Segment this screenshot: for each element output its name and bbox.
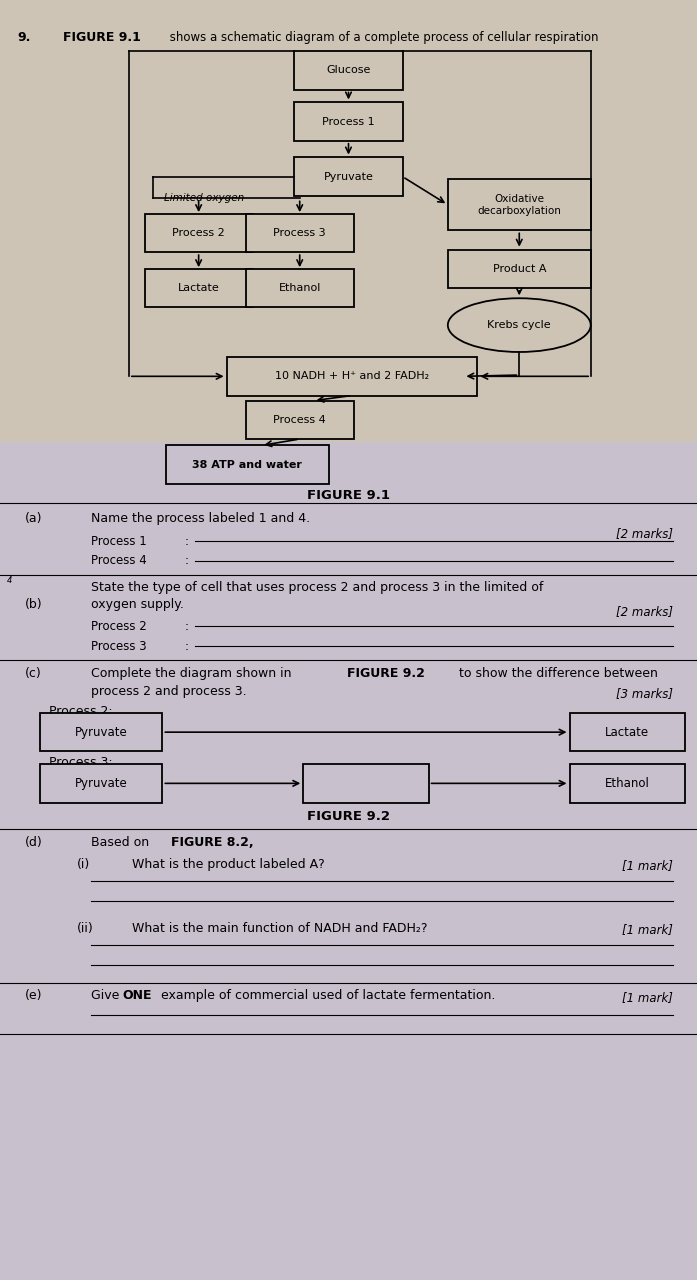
Text: ONE: ONE bbox=[122, 989, 151, 1002]
Text: Product A: Product A bbox=[493, 264, 546, 274]
Text: Process 4: Process 4 bbox=[273, 415, 326, 425]
FancyBboxPatch shape bbox=[246, 401, 353, 439]
Text: Limited oxygen: Limited oxygen bbox=[164, 193, 244, 204]
Text: Process 3:: Process 3: bbox=[49, 756, 112, 769]
FancyBboxPatch shape bbox=[295, 102, 403, 141]
FancyBboxPatch shape bbox=[246, 214, 353, 252]
Text: FIGURE 8.2,: FIGURE 8.2, bbox=[171, 836, 254, 849]
Text: Pyruvate: Pyruvate bbox=[75, 777, 128, 790]
Text: to show the difference between: to show the difference between bbox=[455, 667, 658, 680]
Text: 9.: 9. bbox=[17, 31, 31, 44]
Text: oxygen supply.: oxygen supply. bbox=[91, 598, 183, 611]
Text: Give: Give bbox=[91, 989, 123, 1002]
Text: Glucose: Glucose bbox=[326, 65, 371, 76]
Text: (c): (c) bbox=[24, 667, 41, 680]
Text: Based on: Based on bbox=[91, 836, 153, 849]
Text: [2 marks]: [2 marks] bbox=[615, 527, 673, 540]
Text: [1 mark]: [1 mark] bbox=[622, 923, 673, 936]
Text: State the type of cell that uses process 2 and process 3 in the limited of: State the type of cell that uses process… bbox=[91, 581, 543, 594]
Text: Pyruvate: Pyruvate bbox=[75, 726, 128, 739]
FancyBboxPatch shape bbox=[144, 269, 252, 307]
Text: (e): (e) bbox=[24, 989, 42, 1002]
FancyBboxPatch shape bbox=[448, 179, 591, 230]
Text: example of commercial used of lactate fermentation.: example of commercial used of lactate fe… bbox=[157, 989, 495, 1002]
FancyBboxPatch shape bbox=[295, 157, 403, 196]
Text: Lactate: Lactate bbox=[605, 726, 650, 739]
Text: (ii): (ii) bbox=[77, 922, 93, 934]
Text: Process 3: Process 3 bbox=[91, 640, 146, 653]
Text: Process 3: Process 3 bbox=[273, 228, 326, 238]
Text: (i): (i) bbox=[77, 858, 90, 870]
Text: [1 mark]: [1 mark] bbox=[622, 859, 673, 872]
FancyBboxPatch shape bbox=[40, 764, 162, 803]
Text: 4: 4 bbox=[7, 576, 13, 585]
FancyBboxPatch shape bbox=[144, 214, 252, 252]
Text: shows a schematic diagram of a complete process of cellular respiration: shows a schematic diagram of a complete … bbox=[166, 31, 599, 44]
Text: Oxidative
decarboxylation: Oxidative decarboxylation bbox=[477, 195, 561, 215]
Text: FIGURE 9.1: FIGURE 9.1 bbox=[63, 31, 141, 44]
Ellipse shape bbox=[448, 298, 591, 352]
Text: Process 1: Process 1 bbox=[91, 535, 146, 548]
Text: :: : bbox=[185, 620, 189, 632]
Text: Ethanol: Ethanol bbox=[605, 777, 650, 790]
Text: FIGURE 9.2: FIGURE 9.2 bbox=[347, 667, 425, 680]
Bar bbox=[0, 442, 697, 1280]
Text: Lactate: Lactate bbox=[178, 283, 220, 293]
Text: 38 ATP and water: 38 ATP and water bbox=[192, 460, 302, 470]
Text: process 2 and process 3.: process 2 and process 3. bbox=[91, 685, 246, 698]
Text: Complete the diagram shown in: Complete the diagram shown in bbox=[91, 667, 295, 680]
Text: Process 2:: Process 2: bbox=[49, 705, 112, 718]
Text: Process 2: Process 2 bbox=[91, 620, 146, 632]
Text: (a): (a) bbox=[24, 512, 42, 525]
Text: (b): (b) bbox=[24, 598, 42, 611]
Text: [1 mark]: [1 mark] bbox=[622, 991, 673, 1004]
Text: [3 marks]: [3 marks] bbox=[615, 687, 673, 700]
FancyBboxPatch shape bbox=[227, 357, 477, 396]
Bar bbox=[0, 0, 697, 442]
FancyBboxPatch shape bbox=[295, 51, 403, 90]
Text: [2 marks]: [2 marks] bbox=[615, 605, 673, 618]
Text: Process 2: Process 2 bbox=[172, 228, 225, 238]
Text: 10 NADH + H⁺ and 2 FADH₂: 10 NADH + H⁺ and 2 FADH₂ bbox=[275, 371, 429, 381]
FancyBboxPatch shape bbox=[303, 764, 429, 803]
Text: :: : bbox=[185, 535, 189, 548]
Text: Process 4: Process 4 bbox=[91, 554, 146, 567]
Text: What is the product labeled A?: What is the product labeled A? bbox=[132, 858, 325, 870]
FancyBboxPatch shape bbox=[570, 764, 684, 803]
FancyBboxPatch shape bbox=[448, 250, 591, 288]
FancyBboxPatch shape bbox=[570, 713, 684, 751]
Text: :: : bbox=[185, 640, 189, 653]
Text: :: : bbox=[185, 554, 189, 567]
FancyBboxPatch shape bbox=[246, 269, 353, 307]
Text: Process 1: Process 1 bbox=[322, 116, 375, 127]
Text: Ethanol: Ethanol bbox=[279, 283, 321, 293]
Text: Pyruvate: Pyruvate bbox=[323, 172, 374, 182]
Text: (d): (d) bbox=[24, 836, 42, 849]
Text: What is the main function of NADH and FADH₂?: What is the main function of NADH and FA… bbox=[132, 922, 428, 934]
FancyBboxPatch shape bbox=[166, 445, 329, 484]
FancyBboxPatch shape bbox=[40, 713, 162, 751]
Text: FIGURE 9.2: FIGURE 9.2 bbox=[307, 810, 390, 823]
Text: Krebs cycle: Krebs cycle bbox=[487, 320, 551, 330]
Text: FIGURE 9.1: FIGURE 9.1 bbox=[307, 489, 390, 502]
Text: Name the process labeled 1 and 4.: Name the process labeled 1 and 4. bbox=[91, 512, 309, 525]
